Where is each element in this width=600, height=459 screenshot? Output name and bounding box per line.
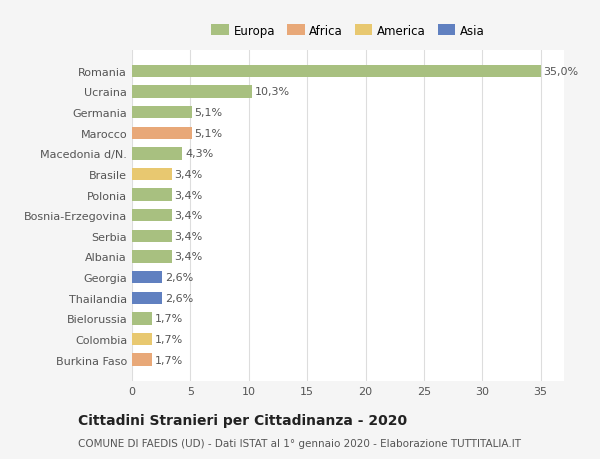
- Text: 3,4%: 3,4%: [175, 252, 203, 262]
- Bar: [132, 353, 152, 366]
- Text: 35,0%: 35,0%: [544, 67, 578, 77]
- Bar: [132, 86, 252, 98]
- Bar: [132, 106, 191, 119]
- Text: 1,7%: 1,7%: [155, 334, 183, 344]
- Text: 5,1%: 5,1%: [194, 129, 223, 139]
- Text: 4,3%: 4,3%: [185, 149, 214, 159]
- Text: 10,3%: 10,3%: [255, 87, 290, 97]
- Bar: [132, 66, 541, 78]
- Bar: [132, 313, 152, 325]
- Text: 2,6%: 2,6%: [165, 273, 194, 282]
- Text: 3,4%: 3,4%: [175, 231, 203, 241]
- Bar: [132, 189, 172, 202]
- Bar: [132, 148, 182, 160]
- Text: 2,6%: 2,6%: [165, 293, 194, 303]
- Bar: [132, 168, 172, 181]
- Text: 1,7%: 1,7%: [155, 355, 183, 365]
- Legend: Europa, Africa, America, Asia: Europa, Africa, America, Asia: [206, 20, 490, 42]
- Text: 3,4%: 3,4%: [175, 190, 203, 200]
- Text: 1,7%: 1,7%: [155, 313, 183, 324]
- Bar: [132, 271, 163, 284]
- Bar: [132, 333, 152, 345]
- Bar: [132, 210, 172, 222]
- Bar: [132, 292, 163, 304]
- Text: 3,4%: 3,4%: [175, 169, 203, 179]
- Text: COMUNE DI FAEDIS (UD) - Dati ISTAT al 1° gennaio 2020 - Elaborazione TUTTITALIA.: COMUNE DI FAEDIS (UD) - Dati ISTAT al 1°…: [78, 438, 521, 448]
- Text: Cittadini Stranieri per Cittadinanza - 2020: Cittadini Stranieri per Cittadinanza - 2…: [78, 414, 407, 428]
- Bar: [132, 127, 191, 140]
- Bar: [132, 230, 172, 242]
- Bar: [132, 251, 172, 263]
- Text: 3,4%: 3,4%: [175, 211, 203, 221]
- Text: 5,1%: 5,1%: [194, 108, 223, 118]
